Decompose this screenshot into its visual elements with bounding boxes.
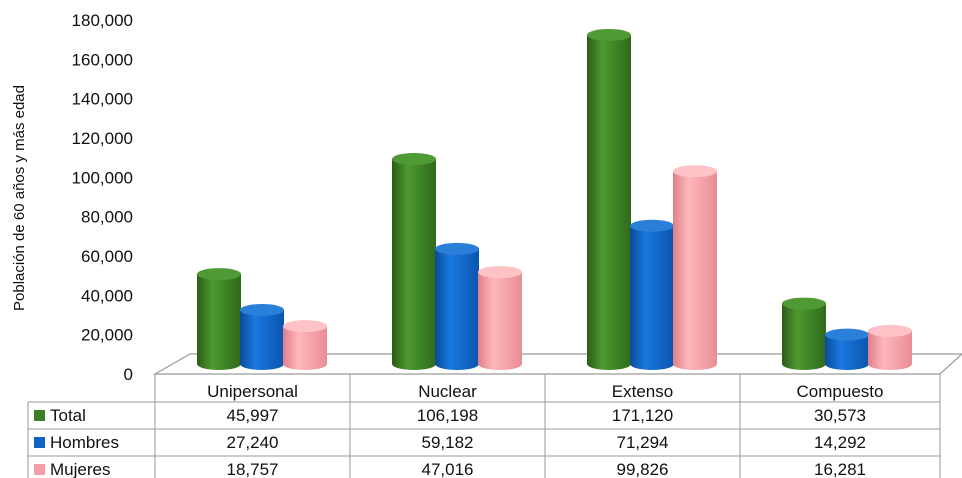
bar-total-extenso — [587, 28, 631, 370]
bars — [197, 28, 912, 370]
x-tick-label: Extenso — [612, 382, 673, 401]
y-tick-label: 140,000 — [72, 90, 133, 109]
legend-label: Total — [50, 406, 86, 425]
legend-swatch-total — [34, 410, 45, 421]
x-tick-label: Compuesto — [797, 382, 884, 401]
bar-total-compuesto — [782, 297, 826, 370]
y-axis-title: Población de 60 años y más edad — [11, 85, 28, 311]
data-table-cell: 99,826 — [617, 460, 669, 478]
y-tick-label: 180,000 — [72, 11, 133, 30]
data-table-cell: 30,573 — [814, 406, 866, 425]
legend-label: Mujeres — [50, 460, 110, 478]
y-tick-label: 160,000 — [72, 50, 133, 69]
y-tick-label: 0 — [124, 365, 133, 384]
bar-hombres-extenso — [630, 219, 674, 370]
bar-mujeres-extenso — [673, 165, 717, 370]
data-table-cell: 106,198 — [417, 406, 478, 425]
bar-total-unipersonal — [197, 268, 241, 370]
y-tick-label: 60,000 — [81, 247, 133, 266]
legend-label: Hombres — [50, 433, 119, 452]
data-table: Unipersonal Nuclear Extenso Compuesto Total… — [27, 373, 941, 478]
bar-mujeres-unipersonal — [283, 320, 327, 370]
data-table-cell: 171,120 — [612, 406, 673, 425]
x-tick-label: Unipersonal — [207, 382, 298, 401]
bar-mujeres-compuesto — [868, 324, 912, 370]
bar-hombres-nuclear — [435, 242, 479, 370]
data-table-cell: 45,997 — [227, 406, 279, 425]
bar-mujeres-nuclear — [478, 266, 522, 370]
y-tick-label: 120,000 — [72, 129, 133, 148]
legend-swatch-mujeres — [34, 464, 45, 475]
legend-swatch-hombres — [34, 437, 45, 448]
bar-hombres-compuesto — [825, 328, 869, 370]
y-axis-ticks: 0 20,000 40,000 60,000 80,000 100,000 120,000 1… — [72, 11, 133, 384]
bar-hombres-unipersonal — [240, 303, 284, 370]
data-table-cell: 71,294 — [617, 433, 669, 452]
data-table-cell: 27,240 — [227, 433, 279, 452]
y-tick-label: 100,000 — [72, 168, 133, 187]
data-table-cell: 59,182 — [422, 433, 474, 452]
data-table-cell: 16,281 — [814, 460, 866, 478]
data-table-cell: 18,757 — [227, 460, 279, 478]
y-tick-label: 20,000 — [81, 326, 133, 345]
x-tick-label: Nuclear — [418, 382, 477, 401]
data-table-cell: 47,016 — [422, 460, 474, 478]
bar-total-nuclear — [392, 153, 436, 370]
y-tick-label: 80,000 — [81, 208, 133, 227]
y-tick-label: 40,000 — [81, 286, 133, 305]
data-table-cell: 14,292 — [814, 433, 866, 452]
